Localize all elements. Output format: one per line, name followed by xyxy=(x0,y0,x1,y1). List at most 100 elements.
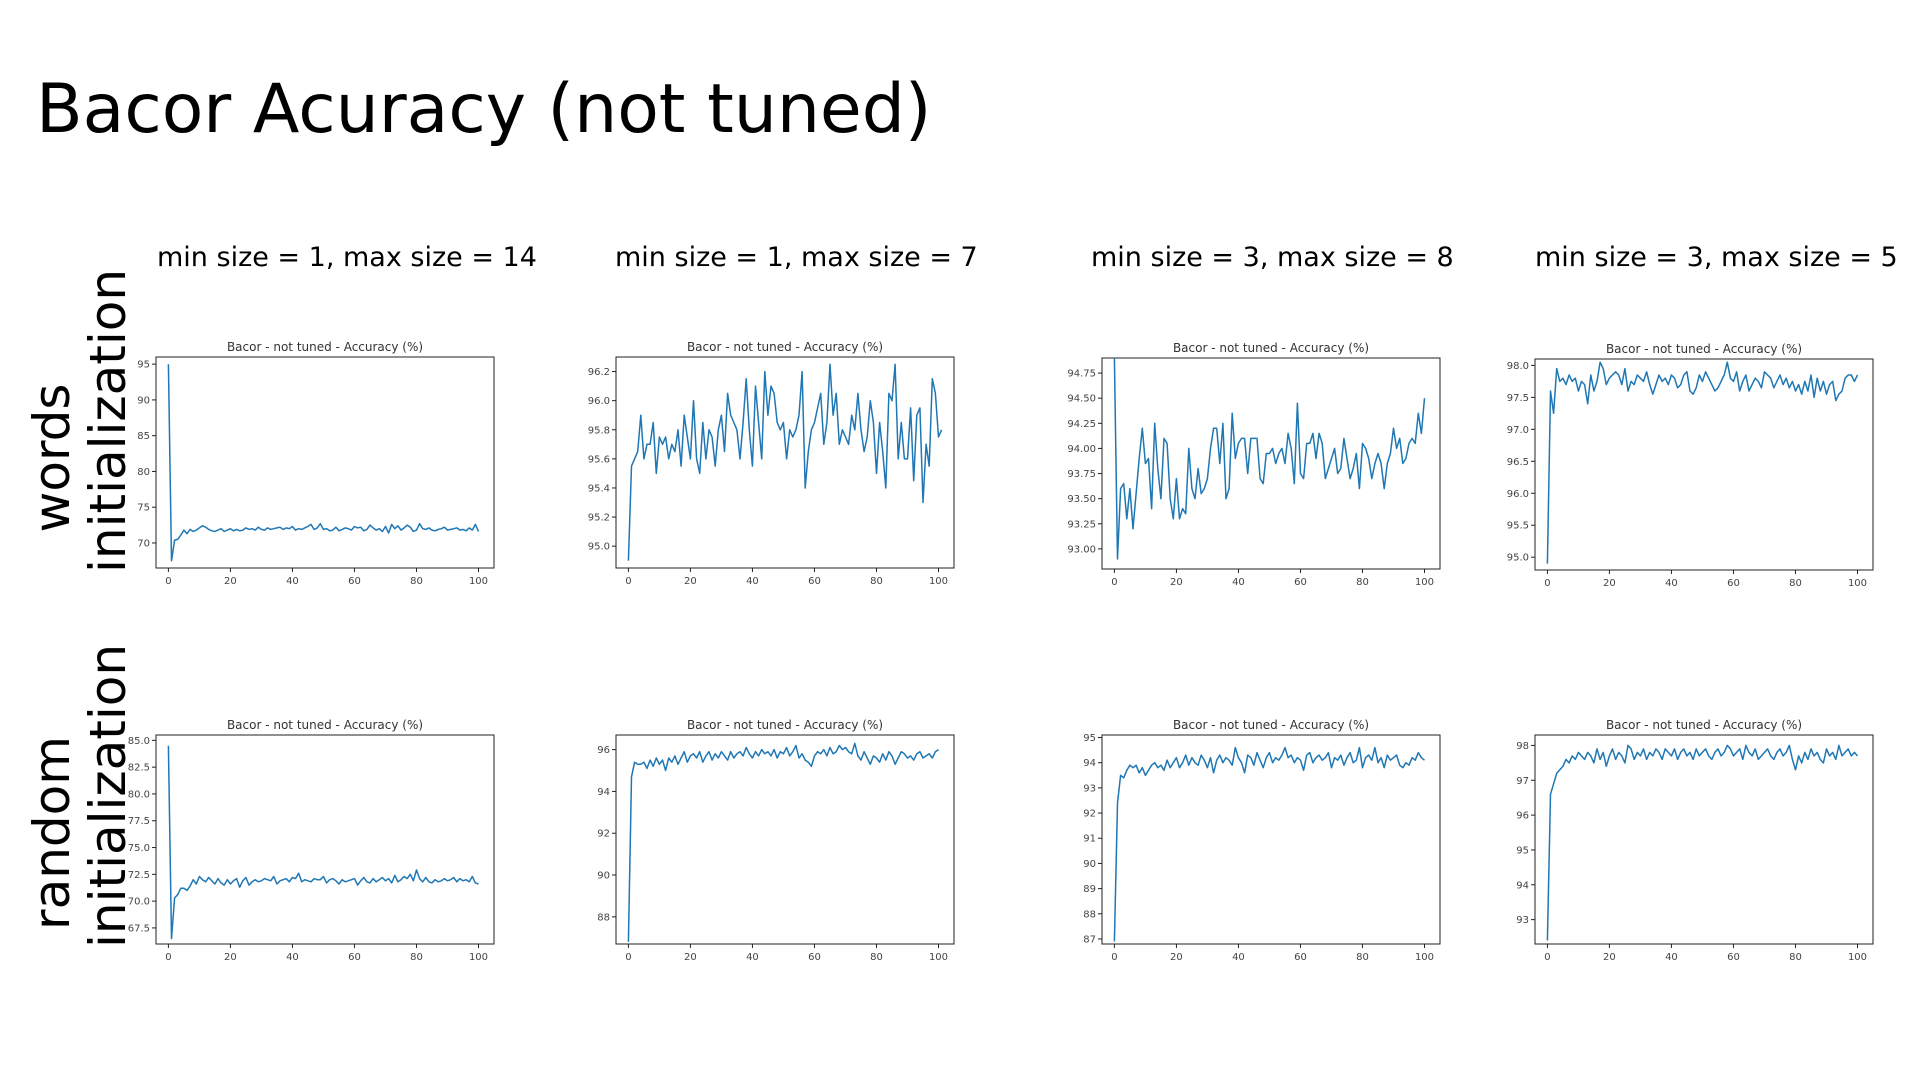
chart-random-3-8-xtick-label-4: 80 xyxy=(1356,952,1369,963)
chart-words-1-14-xtick-label-4: 80 xyxy=(410,576,423,587)
chart-words-1-7-ytick-label-4: 95.8 xyxy=(588,425,610,436)
chart-random-1-7-ytick-label-1: 90 xyxy=(597,871,610,882)
chart-random-1-7-series-line xyxy=(627,742,939,942)
chart-random-3-5-xtick-label-3: 60 xyxy=(1727,952,1740,963)
chart-words-3-5: Bacor - not tuned - Accuracy (%) 0 20 40 60 8… xyxy=(1507,342,1874,589)
chart-words-1-7-xtick-label-0: 0 xyxy=(625,576,631,587)
chart-words-1-14-xtick-label-0: 0 xyxy=(165,576,171,587)
chart-words-3-8-frame xyxy=(1101,357,1441,570)
chart-words-3-8-ytick-label-2: 93.50 xyxy=(1067,494,1096,505)
column-header-2: min size = 1, max size = 7 xyxy=(615,242,978,273)
chart-random-1-14-series-line xyxy=(167,745,479,940)
chart-random-1-14-ytick-label-5: 80.0 xyxy=(128,789,150,800)
chart-random-1-7-ytick-label-2: 92 xyxy=(597,829,610,840)
chart-random-1-7-xtick-label-2: 40 xyxy=(746,952,759,963)
chart-words-3-8-xtick-label-4: 80 xyxy=(1356,577,1369,588)
chart-random-1-14-xtick-label-2: 40 xyxy=(286,952,299,963)
chart-words-3-5-title: Bacor - not tuned - Accuracy (%) xyxy=(1606,342,1802,356)
chart-words-1-14-ytick-label-1: 75 xyxy=(137,503,150,514)
chart-words-1-14-ytick-label-3: 85 xyxy=(137,431,150,442)
chart-random-1-7-xtick-label-4: 80 xyxy=(870,952,883,963)
chart-random-3-8-xtick-label-0: 0 xyxy=(1111,952,1117,963)
chart-words-3-8-series-line xyxy=(1113,357,1426,560)
chart-random-3-8-xtick-label-2: 40 xyxy=(1232,952,1245,963)
chart-random-3-8: Bacor - not tuned - Accuracy (%) 0 20 40 60 8… xyxy=(1083,718,1441,963)
chart-random-3-5: Bacor - not tuned - Accuracy (%) 0 20 40 60 8… xyxy=(1516,718,1874,963)
chart-words-1-7-series-line xyxy=(627,363,943,561)
chart-random-3-8-xtick-label-5: 100 xyxy=(1415,952,1434,963)
chart-random-3-5-xtick-label-0: 0 xyxy=(1544,952,1550,963)
chart-random-1-14-ytick-label-4: 77.5 xyxy=(128,816,150,827)
chart-random-1-7-ytick-label-3: 94 xyxy=(597,787,610,798)
chart-words-3-5-xtick-label-5: 100 xyxy=(1848,578,1867,589)
chart-random-3-8-series-line xyxy=(1113,746,1425,942)
chart-random-1-14-xtick-label-5: 100 xyxy=(469,952,488,963)
chart-words-1-7-xtick-label-5: 100 xyxy=(929,576,948,587)
chart-random-3-8-ytick-label-8: 95 xyxy=(1083,733,1096,744)
chart-random-3-5-ytick-label-2: 95 xyxy=(1516,845,1529,856)
chart-words-3-8-ytick-label-0: 93.00 xyxy=(1067,544,1096,555)
chart-words-3-8-ytick-label-1: 93.25 xyxy=(1067,519,1096,530)
chart-random-1-14-xtick-label-3: 60 xyxy=(348,952,361,963)
chart-random-1-7: Bacor - not tuned - Accuracy (%) 0 20 40 60 8… xyxy=(597,718,955,963)
chart-random-3-8-ytick-label-5: 92 xyxy=(1083,809,1096,820)
chart-words-1-7-xtick-label-3: 60 xyxy=(808,576,821,587)
chart-random-1-7-xtick-label-3: 60 xyxy=(808,952,821,963)
chart-words-3-5-ytick-label-1: 95.5 xyxy=(1507,521,1529,532)
chart-random-3-8-frame xyxy=(1101,734,1441,945)
chart-words-1-14-xtick-label-1: 20 xyxy=(224,576,237,587)
chart-random-3-5-ytick-label-3: 96 xyxy=(1516,811,1529,822)
chart-random-1-14-ytick-label-2: 72.5 xyxy=(128,870,150,881)
slide-title: Bacor Acuracy (not tuned) xyxy=(36,70,932,149)
chart-random-1-7-title: Bacor - not tuned - Accuracy (%) xyxy=(687,718,883,732)
chart-random-1-14-ytick-label-6: 82.5 xyxy=(128,763,150,774)
chart-random-1-14-xtick-label-4: 80 xyxy=(410,952,423,963)
row-label-words-line1: words xyxy=(23,383,81,533)
chart-words-1-14-xtick-label-3: 60 xyxy=(348,576,361,587)
row-label-random-line1: random xyxy=(23,736,81,930)
chart-words-1-7-ytick-label-2: 95.4 xyxy=(588,483,610,494)
chart-words-3-8-ytick-label-6: 94.50 xyxy=(1067,394,1096,405)
chart-words-3-8-xtick-label-0: 0 xyxy=(1111,577,1117,588)
chart-words-3-8-xtick-label-1: 20 xyxy=(1170,577,1183,588)
chart-random-1-7-frame xyxy=(615,734,955,945)
chart-words-3-5-xtick-label-1: 20 xyxy=(1603,578,1616,589)
chart-random-3-8-title: Bacor - not tuned - Accuracy (%) xyxy=(1173,718,1369,732)
chart-words-3-5-ytick-label-4: 97.0 xyxy=(1507,425,1529,436)
chart-words-1-7-title: Bacor - not tuned - Accuracy (%) xyxy=(687,340,883,354)
chart-random-3-8-xtick-label-3: 60 xyxy=(1294,952,1307,963)
chart-words-1-14-ytick-label-2: 80 xyxy=(137,467,150,478)
chart-words-3-5-ytick-label-5: 97.5 xyxy=(1507,393,1529,404)
chart-words-3-5-series-line xyxy=(1546,361,1859,564)
column-header-3: min size = 3, max size = 8 xyxy=(1091,242,1454,273)
chart-words-1-14-title: Bacor - not tuned - Accuracy (%) xyxy=(227,340,423,354)
chart-random-1-7-ytick-label-0: 88 xyxy=(597,912,610,923)
chart-words-3-8-ytick-label-7: 94.75 xyxy=(1067,369,1096,380)
chart-words-3-5-ytick-label-6: 98.0 xyxy=(1507,361,1529,372)
chart-words-1-7-frame xyxy=(615,356,955,569)
chart-words-3-5-xtick-label-3: 60 xyxy=(1727,578,1740,589)
chart-words-3-8-ytick-label-4: 94.00 xyxy=(1067,444,1096,455)
chart-words-3-5-xtick-label-2: 40 xyxy=(1665,578,1678,589)
chart-words-1-7-xtick-label-2: 40 xyxy=(746,576,759,587)
chart-random-1-14-ytick-label-7: 85.0 xyxy=(128,736,150,747)
chart-random-3-8-ytick-label-1: 88 xyxy=(1083,909,1096,920)
chart-words-3-5-frame xyxy=(1534,358,1874,571)
chart-random-3-5-xtick-label-2: 40 xyxy=(1665,952,1678,963)
chart-words-1-7: Bacor - not tuned - Accuracy (%) 0 20 40 60 8… xyxy=(588,340,955,587)
chart-words-3-8-xtick-label-2: 40 xyxy=(1232,577,1245,588)
chart-random-1-14-ytick-label-3: 75.0 xyxy=(128,843,150,854)
chart-words-1-7-xtick-label-1: 20 xyxy=(684,576,697,587)
chart-words-1-14-ytick-label-5: 95 xyxy=(137,360,150,371)
chart-words-1-14-frame xyxy=(155,356,495,569)
chart-random-3-5-title: Bacor - not tuned - Accuracy (%) xyxy=(1606,718,1802,732)
chart-random-3-8-ytick-label-6: 93 xyxy=(1083,783,1096,794)
chart-random-1-7-xtick-label-0: 0 xyxy=(625,952,631,963)
chart-words-3-5-xtick-label-0: 0 xyxy=(1544,578,1550,589)
chart-random-1-14: Bacor - not tuned - Accuracy (%) 0 20 40 60 8… xyxy=(128,718,495,963)
chart-words-3-5-ytick-label-3: 96.5 xyxy=(1507,457,1529,468)
chart-random-1-7-xtick-label-5: 100 xyxy=(929,952,948,963)
chart-random-3-5-xtick-label-1: 20 xyxy=(1603,952,1616,963)
chart-random-3-5-ytick-label-5: 98 xyxy=(1516,741,1529,752)
chart-words-1-14: Bacor - not tuned - Accuracy (%) 0 20 40 60 8… xyxy=(137,340,495,587)
